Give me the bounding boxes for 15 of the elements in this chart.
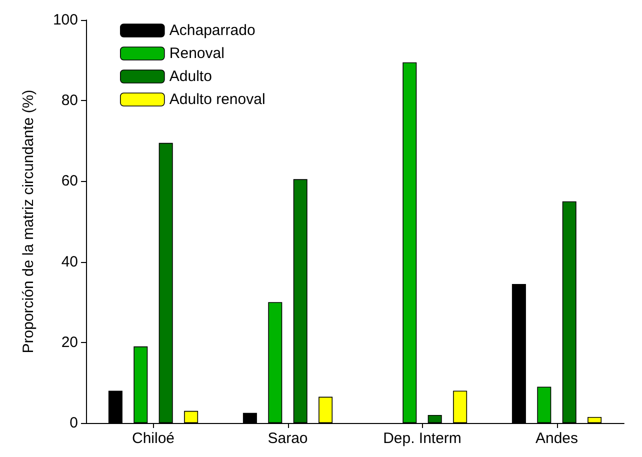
- y-tick-label: 0: [70, 414, 78, 432]
- y-axis-title: Proporción de la matriz circundante (%): [20, 90, 37, 354]
- x-tick-label: Chiloé: [132, 430, 175, 447]
- legend-label: Renoval: [169, 45, 224, 62]
- y-tick-label: 40: [61, 253, 78, 270]
- legend-label: Adulto: [169, 68, 212, 85]
- x-tick-label: Andes: [535, 430, 578, 447]
- y-tick-label: 20: [61, 334, 78, 351]
- y-tick-label: 100: [52, 12, 78, 28]
- y-tick-label: 80: [61, 92, 78, 110]
- legend-label: Adulto renoval: [169, 91, 266, 108]
- legend-label: Achaparrado: [169, 22, 256, 39]
- x-tick-label: Sarao: [268, 430, 308, 447]
- y-tick-label: 60: [61, 172, 78, 190]
- x-tick-label: Dep. Interm: [383, 430, 462, 447]
